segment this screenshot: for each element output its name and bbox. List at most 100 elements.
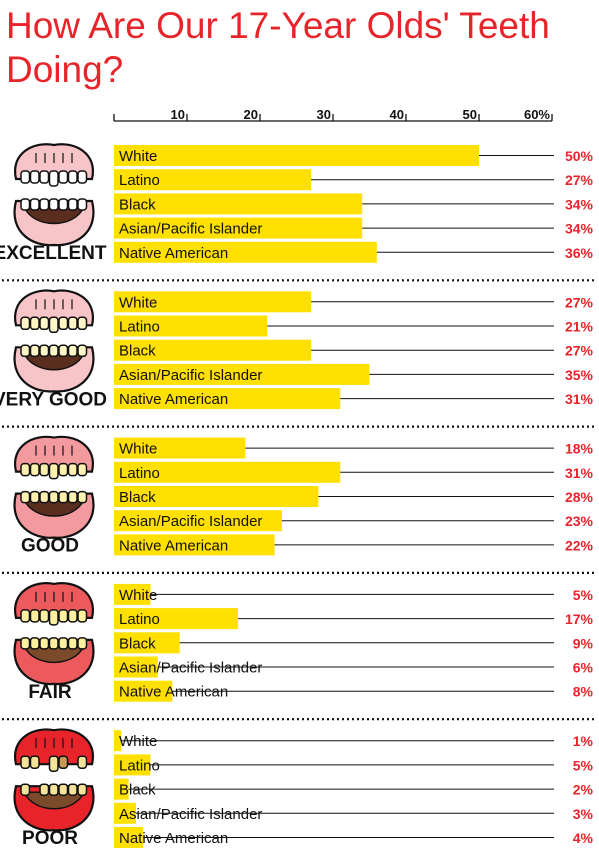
tooth — [20, 637, 31, 650]
bar-label: Native American — [119, 391, 228, 408]
x-tick-label: 40 — [390, 107, 404, 122]
value-label: 6% — [573, 660, 594, 676]
tooth — [29, 609, 40, 623]
tooth — [48, 316, 59, 334]
tooth — [58, 344, 69, 358]
x-axis: 10 20 30 40 50 60% — [113, 107, 553, 122]
bar — [114, 778, 129, 800]
value-label-pad — [560, 196, 596, 213]
bar-label: Latino — [119, 611, 160, 628]
value-label-pad — [560, 464, 596, 481]
value-label: 3% — [573, 806, 594, 822]
value-label-pad — [560, 244, 596, 261]
tooth — [67, 609, 78, 623]
lower-teeth — [20, 637, 88, 650]
upper-teeth — [20, 316, 88, 334]
x-tick-label: 10 — [171, 107, 185, 122]
tooth — [39, 783, 50, 796]
bar-label: Native American — [119, 245, 228, 262]
value-label: 2% — [573, 782, 594, 798]
bar — [114, 363, 370, 385]
tooth — [39, 170, 50, 184]
value-label: 27% — [565, 294, 594, 310]
rating-label: EXCELLENT — [0, 243, 107, 264]
bar-label: Asian/Pacific Islander — [119, 367, 262, 384]
bar-label: White — [119, 733, 157, 750]
tooth — [29, 170, 40, 184]
bar — [114, 510, 282, 532]
tooth — [48, 198, 59, 211]
tooth — [77, 609, 88, 623]
tooth — [48, 344, 59, 358]
teeth-very-good-icon — [13, 289, 95, 393]
tooth — [48, 755, 59, 772]
rating-label: GOOD — [21, 536, 79, 557]
tooth — [77, 755, 88, 769]
chart-title: How Are Our 17-Year Olds' Teeth Doing? — [6, 5, 550, 90]
value-label-pad — [568, 830, 596, 846]
value-label: 31% — [565, 391, 594, 407]
bar-label: Latino — [119, 172, 160, 189]
value-label-pad — [560, 489, 596, 505]
bar — [114, 169, 312, 191]
group-poor: POOR White 1% Latino 5% Black 2% Asian/Pacific … — [2, 718, 597, 849]
tooth — [29, 344, 40, 358]
value-label-pad — [560, 294, 596, 311]
teeth-excellent-icon — [13, 143, 95, 247]
tooth — [67, 637, 78, 650]
bar — [114, 754, 151, 776]
tooth — [39, 344, 50, 358]
lower-teeth — [20, 344, 88, 358]
bar-label: Black — [119, 196, 156, 213]
tooth — [39, 609, 50, 623]
value-label: 5% — [573, 587, 594, 603]
value-label: 36% — [565, 245, 594, 261]
value-label-pad — [560, 611, 596, 628]
value-label: 17% — [565, 611, 594, 627]
tooth — [67, 198, 78, 211]
rating-label: POOR — [22, 828, 78, 849]
value-label: 4% — [573, 830, 594, 846]
bar-label: Asian/Pacific Islander — [119, 513, 262, 530]
bar-label: White — [119, 294, 157, 311]
upper-teeth — [20, 170, 88, 187]
upper-teeth — [20, 755, 88, 772]
tooth — [48, 637, 59, 650]
tooth — [58, 170, 69, 184]
tooth — [77, 637, 88, 650]
tooth — [58, 755, 69, 769]
lower-teeth — [20, 490, 88, 504]
bar-label: Latino — [119, 465, 160, 482]
tooth — [77, 462, 88, 477]
bar-label: Asian/Pacific Islander — [119, 221, 262, 238]
value-label-pad — [568, 659, 596, 676]
upper-teeth — [20, 462, 88, 480]
tooth — [77, 490, 88, 504]
bar-label: White — [119, 441, 157, 458]
tooth — [29, 755, 40, 769]
tooth — [77, 783, 88, 796]
value-label-pad — [568, 683, 596, 700]
tooth — [67, 170, 78, 184]
bar-label: Black — [119, 489, 156, 506]
bar-label: Latino — [119, 757, 160, 774]
bar — [114, 608, 239, 630]
x-tick-label: 20 — [244, 107, 258, 122]
tooth — [58, 783, 69, 796]
bar — [114, 145, 479, 166]
tooth — [29, 462, 40, 477]
value-label: 34% — [565, 221, 594, 237]
tooth — [48, 170, 59, 187]
value-label-pad — [568, 635, 596, 652]
value-label-pad — [560, 318, 596, 335]
teeth-fair-icon — [13, 582, 95, 686]
x-tick-label: 60% — [524, 107, 550, 122]
bar-label: Native American — [119, 830, 228, 847]
value-label-pad — [560, 391, 596, 408]
value-label-pad — [560, 148, 596, 164]
tooth — [58, 490, 69, 504]
value-label: 21% — [565, 319, 594, 335]
teeth-good-icon — [13, 435, 95, 539]
value-label-pad — [568, 757, 596, 774]
upper-teeth — [20, 609, 88, 626]
